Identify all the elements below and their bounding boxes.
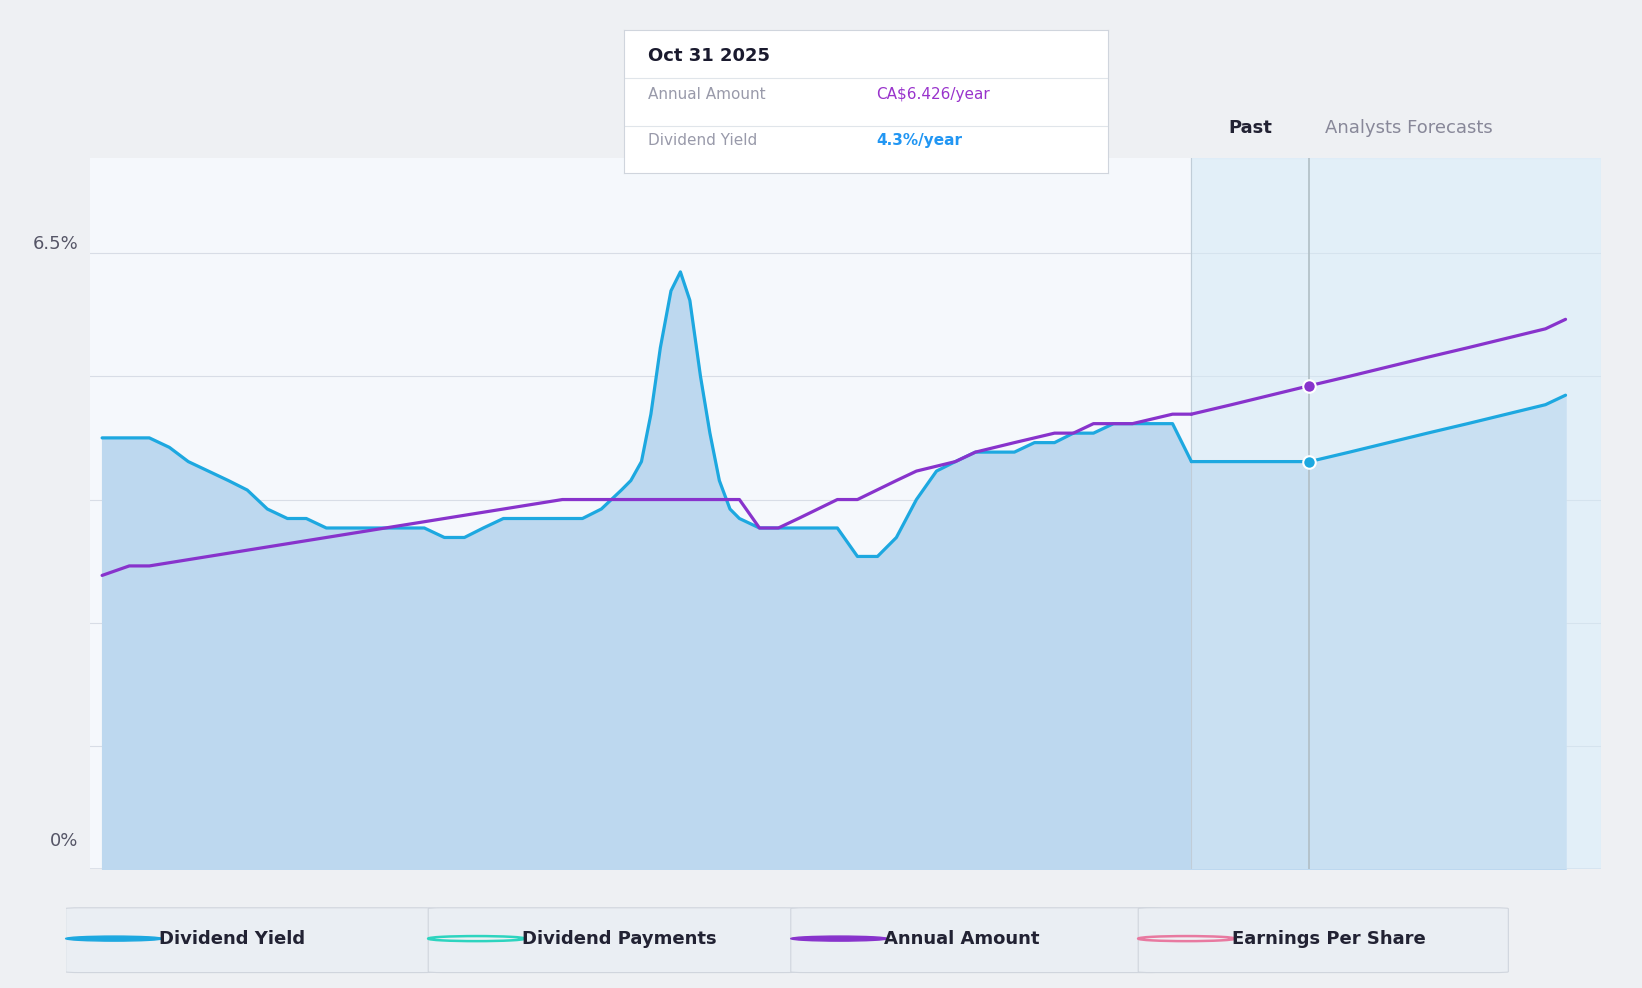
Text: CA$6.426/year: CA$6.426/year <box>875 87 990 102</box>
Text: 2027: 2027 <box>1425 901 1470 920</box>
Circle shape <box>429 936 525 942</box>
Text: 2017: 2017 <box>245 901 291 920</box>
Text: Dividend Yield: Dividend Yield <box>159 930 305 947</box>
Text: 2024: 2024 <box>1071 901 1117 920</box>
Text: 2020: 2020 <box>599 901 644 920</box>
FancyBboxPatch shape <box>1138 908 1509 972</box>
Text: Dividend Yield: Dividend Yield <box>649 132 757 148</box>
FancyBboxPatch shape <box>429 908 798 972</box>
Text: 2018: 2018 <box>363 901 409 920</box>
Text: Annual Amount: Annual Amount <box>885 930 1039 947</box>
Circle shape <box>1138 936 1235 942</box>
Text: 0%: 0% <box>49 833 79 851</box>
Text: 2025: 2025 <box>1189 901 1235 920</box>
Circle shape <box>791 936 887 942</box>
Bar <box>1192 158 1601 869</box>
Text: 6.5%: 6.5% <box>33 235 79 253</box>
Text: Dividend Payments: Dividend Payments <box>522 930 716 947</box>
Text: Annual Amount: Annual Amount <box>649 87 765 102</box>
Text: 2019: 2019 <box>481 901 525 920</box>
Text: Oct 31 2025: Oct 31 2025 <box>649 46 770 65</box>
Text: Past: Past <box>1228 119 1273 136</box>
Text: 2026: 2026 <box>1307 901 1353 920</box>
Text: 2022: 2022 <box>834 901 880 920</box>
Text: 2023: 2023 <box>952 901 998 920</box>
FancyBboxPatch shape <box>66 908 435 972</box>
Text: 2016: 2016 <box>126 901 172 920</box>
FancyBboxPatch shape <box>791 908 1161 972</box>
Text: 2021: 2021 <box>716 901 762 920</box>
Text: Analysts Forecasts: Analysts Forecasts <box>1325 119 1493 136</box>
Circle shape <box>66 936 163 942</box>
Text: Earnings Per Share: Earnings Per Share <box>1232 930 1425 947</box>
Text: 4.3%/year: 4.3%/year <box>875 132 962 148</box>
